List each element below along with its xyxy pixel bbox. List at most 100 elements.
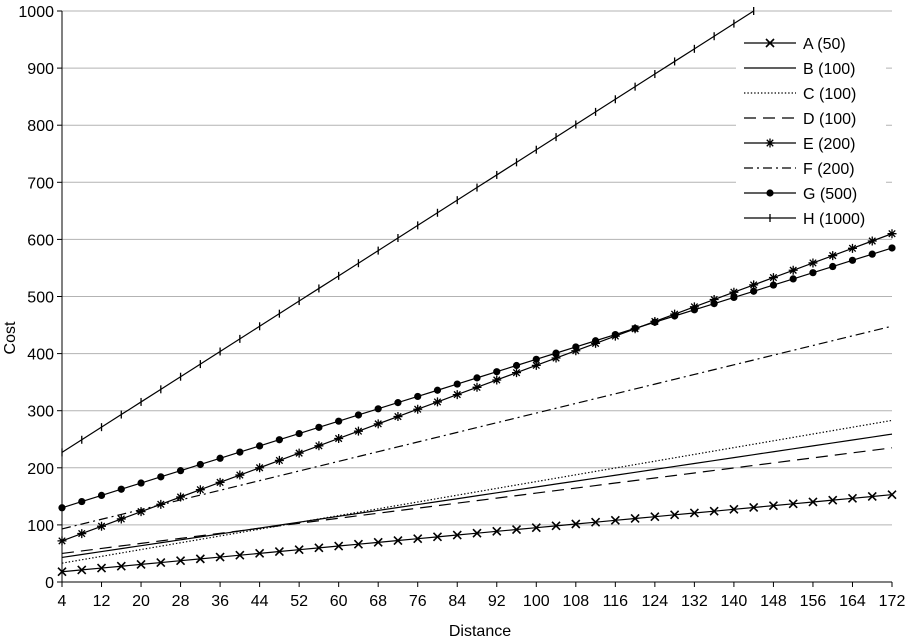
data-point bbox=[689, 508, 699, 518]
data-point bbox=[511, 524, 522, 535]
data-point bbox=[630, 513, 640, 524]
data-point bbox=[414, 392, 422, 401]
legend-marker bbox=[765, 38, 775, 48]
x-tick-label: 44 bbox=[251, 593, 269, 610]
data-point bbox=[353, 539, 363, 549]
data-point bbox=[432, 397, 442, 407]
data-point bbox=[867, 236, 877, 246]
data-point bbox=[867, 491, 877, 502]
data-point bbox=[77, 529, 87, 539]
data-point bbox=[512, 368, 522, 378]
y-tick-label: 700 bbox=[27, 175, 54, 192]
y-tick-labels: 0 100 200 300 400 500 600 700 800 900 1000 bbox=[18, 4, 54, 592]
data-point bbox=[709, 295, 719, 305]
legend-label: B (100) bbox=[803, 61, 855, 78]
data-point bbox=[452, 390, 462, 400]
data-point bbox=[531, 523, 541, 533]
data-point bbox=[57, 536, 67, 546]
data-point bbox=[690, 306, 698, 314]
series-f bbox=[61, 325, 893, 530]
data-point bbox=[808, 497, 818, 507]
data-point bbox=[373, 537, 383, 547]
series-c bbox=[61, 419, 893, 564]
data-point bbox=[255, 548, 265, 558]
y-tick-label: 800 bbox=[27, 118, 54, 135]
data-point bbox=[393, 412, 403, 422]
x-tick-label: 172 bbox=[879, 593, 906, 610]
data-point bbox=[295, 429, 303, 438]
data-point bbox=[750, 287, 758, 295]
legend-label: H (1000) bbox=[803, 211, 865, 228]
x-tick-label: 52 bbox=[290, 593, 308, 610]
data-point bbox=[749, 280, 759, 290]
data-point bbox=[176, 492, 186, 502]
data-point bbox=[374, 405, 382, 413]
x-tick-label: 164 bbox=[839, 593, 866, 610]
x-tick-label: 92 bbox=[488, 593, 506, 610]
data-point bbox=[651, 318, 659, 326]
x-tick-label: 132 bbox=[681, 593, 708, 610]
data-point bbox=[492, 375, 502, 385]
series-line bbox=[61, 325, 893, 530]
series-h bbox=[61, 7, 755, 457]
data-point bbox=[314, 441, 324, 451]
y-tick-label: 100 bbox=[27, 518, 54, 535]
legend-item: B (100) bbox=[744, 61, 855, 78]
data-point bbox=[235, 470, 245, 480]
x-tick-label: 20 bbox=[132, 593, 150, 610]
data-point bbox=[710, 300, 718, 308]
x-tick-label: 76 bbox=[409, 593, 427, 610]
data-point bbox=[473, 374, 481, 382]
x-tick-label: 148 bbox=[760, 593, 787, 610]
x-tick-label: 84 bbox=[448, 593, 466, 610]
legend-item: H (1000) bbox=[744, 211, 865, 228]
legend-item: E (200) bbox=[744, 136, 855, 153]
series-e bbox=[57, 229, 897, 546]
series-line bbox=[61, 419, 893, 564]
data-point bbox=[611, 330, 619, 339]
x-tick-label: 124 bbox=[642, 593, 669, 610]
data-point bbox=[847, 243, 857, 253]
data-point bbox=[334, 433, 344, 443]
legend-label: A (50) bbox=[803, 36, 846, 53]
data-point bbox=[571, 346, 581, 356]
data-point bbox=[729, 504, 739, 514]
data-point bbox=[137, 479, 145, 487]
data-point bbox=[57, 567, 67, 577]
data-point bbox=[788, 265, 798, 275]
data-point bbox=[610, 515, 620, 525]
data-point bbox=[275, 436, 283, 444]
data-point bbox=[413, 404, 423, 414]
data-point bbox=[452, 530, 462, 540]
legend-item: D (100) bbox=[744, 111, 856, 128]
data-point bbox=[887, 229, 897, 239]
data-point bbox=[571, 519, 581, 529]
data-point bbox=[176, 467, 185, 475]
data-point bbox=[729, 287, 739, 297]
legend-label: C (100) bbox=[803, 86, 856, 103]
legend-item: C (100) bbox=[744, 86, 856, 103]
data-point bbox=[274, 546, 284, 557]
data-point bbox=[868, 250, 876, 258]
x-tick-label: 36 bbox=[211, 593, 229, 610]
data-point bbox=[847, 493, 858, 503]
data-point bbox=[334, 541, 344, 551]
data-point bbox=[788, 499, 798, 509]
data-point bbox=[256, 442, 264, 450]
x-tick-label: 68 bbox=[369, 593, 387, 610]
legend-marker bbox=[766, 189, 774, 197]
legend-item: F (200) bbox=[744, 161, 855, 178]
data-point bbox=[848, 256, 857, 264]
data-point bbox=[493, 368, 501, 376]
data-point bbox=[195, 554, 205, 564]
x-tick-label: 28 bbox=[172, 593, 190, 610]
data-point bbox=[117, 485, 125, 493]
data-point bbox=[552, 349, 560, 357]
data-point bbox=[58, 504, 66, 512]
y-tick-label: 400 bbox=[27, 347, 54, 364]
x-tick-label: 156 bbox=[800, 593, 827, 610]
data-point bbox=[354, 411, 363, 419]
data-point bbox=[472, 528, 482, 538]
series-a bbox=[57, 490, 897, 577]
data-point bbox=[808, 258, 818, 268]
